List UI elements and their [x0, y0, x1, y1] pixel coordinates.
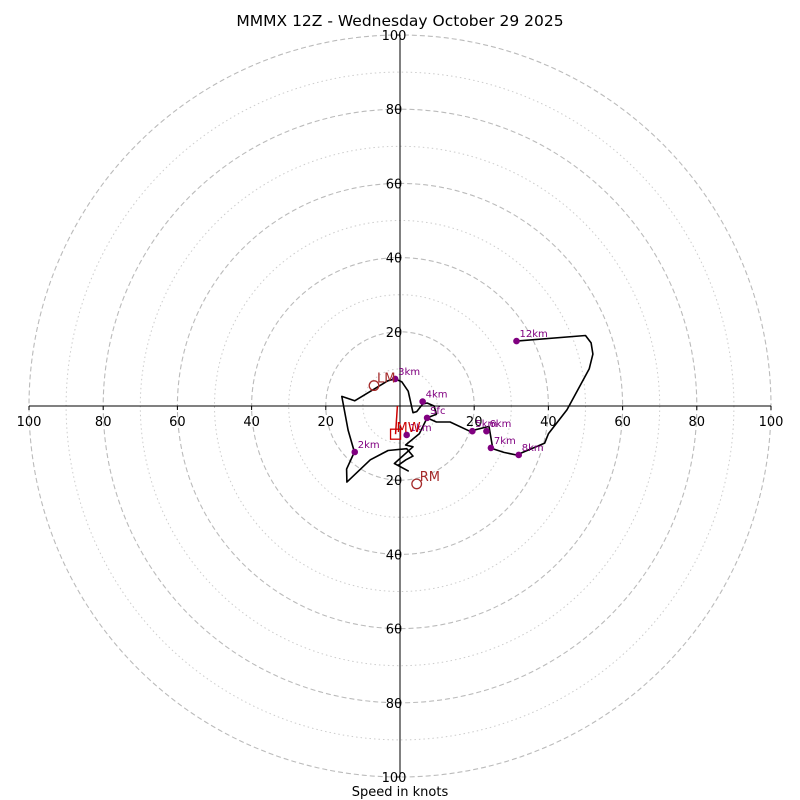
height-marker — [483, 427, 490, 435]
y-tick-label: 80 — [386, 103, 403, 118]
x-tick-label: 40 — [540, 415, 557, 430]
y-tick-label: 60 — [386, 623, 403, 638]
height-label: 8km — [522, 443, 544, 454]
mw-label: MW — [397, 421, 421, 436]
y-tick-label: 40 — [386, 548, 403, 563]
x-tick-label: 80 — [689, 415, 706, 430]
height-marker — [469, 427, 476, 435]
height-label: 5km — [475, 419, 497, 430]
height-marker — [391, 375, 399, 383]
height-marker — [487, 444, 495, 452]
x-tick-label: 80 — [95, 415, 112, 430]
height-marker — [513, 337, 520, 345]
wind-trace — [340, 334, 594, 483]
height-label: 4km — [426, 390, 448, 401]
height-label: 12km — [519, 329, 547, 340]
height-marker — [403, 431, 410, 439]
y-tick-label: 60 — [386, 177, 403, 192]
lm-label: LM — [377, 372, 395, 387]
x-tick-label: 100 — [17, 415, 42, 430]
y-tick-label: 20 — [386, 326, 403, 341]
height-marker — [423, 414, 431, 422]
height-label: 7km — [494, 436, 516, 447]
rm-label: RM — [420, 470, 440, 485]
chart-title: MMMX 12Z - Wednesday October 29 2025 — [236, 12, 563, 30]
height-label: Sfc — [430, 406, 445, 417]
x-tick-label: 60 — [614, 415, 631, 430]
lm-marker — [368, 380, 380, 392]
y-tick-label: 100 — [382, 29, 407, 44]
x-tick-label: 20 — [318, 415, 335, 430]
y-tick-label: 100 — [382, 771, 407, 786]
x-tick-label: 100 — [759, 415, 784, 430]
x-tick-label: 60 — [169, 415, 186, 430]
height-marker — [351, 448, 359, 456]
tick-labels: 100 100 80 80 60 60 40 40 20 20 20 20 40 40 60 60 80 80 10… — [17, 29, 784, 786]
mw-marker — [389, 428, 402, 440]
x-tick-label: 40 — [243, 415, 260, 430]
y-tick-label: 40 — [386, 252, 403, 267]
height-label: 6km — [489, 419, 511, 430]
height-marker — [515, 451, 523, 459]
height-label: 1km — [410, 423, 432, 434]
y-tick-label: 80 — [386, 697, 403, 712]
axes — [29, 35, 771, 777]
rm-marker — [411, 478, 423, 490]
storm-motion: LM RM MW — [368, 372, 440, 490]
x-tick-label: 20 — [466, 415, 483, 430]
y-tick-label: 20 — [386, 474, 403, 489]
height-label: 3km — [398, 367, 420, 378]
height-label: 2km — [358, 440, 380, 451]
height-marker — [419, 398, 426, 405]
x-axis-label: Speed in knots — [352, 785, 449, 800]
